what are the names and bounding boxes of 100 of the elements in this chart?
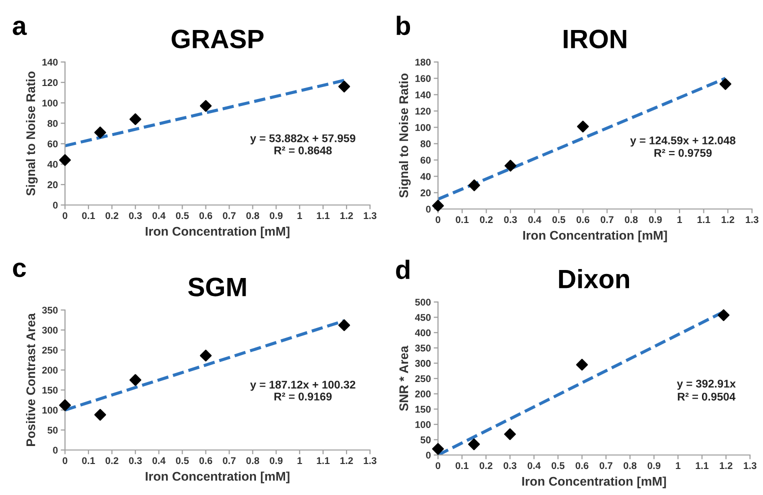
text: a: [12, 20, 27, 36]
y-tick-label: 120: [415, 108, 431, 115]
x-tick-label: 0.3: [129, 212, 142, 220]
x-tick-label: 0.4: [152, 212, 166, 220]
y-tick-label: 0: [53, 446, 58, 454]
x-tick-label: 1.3: [364, 212, 376, 220]
y-tick-label: 20: [420, 189, 431, 196]
y-tick-label: 180: [415, 58, 431, 66]
x-tick-label: 1.3: [364, 457, 376, 464]
annotation: R² = 0.9504: [678, 392, 736, 401]
x-axis-title: Iron Concentration [mM]: [523, 230, 667, 242]
y-tick-label: 50: [48, 426, 58, 434]
point: [468, 179, 480, 192]
x-tick-label: 1: [676, 462, 680, 469]
point: [338, 319, 350, 332]
point: [94, 408, 106, 421]
annotation: y = 124.59x + 12.048: [630, 136, 736, 147]
x-tick-label: 1.1: [698, 216, 710, 223]
x-tick-label: 1.2: [722, 216, 734, 223]
chart-title: Dixon: [559, 268, 630, 288]
x-tick-label: 0.3: [504, 216, 517, 224]
x-tick-label: 0.1: [456, 462, 468, 470]
y-tick-label: 150: [42, 386, 58, 394]
point: [504, 160, 516, 172]
x-tick-label: 0: [62, 457, 68, 464]
x-tick-label: 0.6: [199, 212, 212, 220]
point: [432, 200, 444, 212]
x-tick-label: 1.2: [720, 462, 732, 469]
x-tick-label: 0.4: [528, 462, 541, 470]
x-tick-label: 0.8: [624, 216, 638, 224]
point: [94, 126, 106, 138]
point: [200, 100, 212, 112]
y-axis-title: SNR * Area: [399, 346, 408, 411]
x-tick-label: 0.7: [600, 216, 614, 224]
y-tick-label: 100: [42, 100, 58, 106]
y-tick-label: 400: [414, 329, 431, 336]
point: [577, 120, 589, 132]
x-tick-label: 1.2: [340, 212, 353, 219]
y-tick-label: 40: [47, 160, 58, 168]
y-tick-label: 120: [42, 79, 58, 86]
x-tick-label: 0.2: [480, 216, 493, 224]
x-tick-label: 0.3: [129, 457, 142, 464]
x-tick-label: 0: [436, 216, 440, 224]
x-tick-label: 0.6: [576, 216, 590, 224]
annotation: R² = 0.9759: [654, 148, 712, 157]
text: c: [13, 262, 26, 278]
y-tick-label: 100: [42, 406, 58, 414]
y-tick-label: 60: [48, 140, 58, 148]
x-tick-label: 0.9: [648, 462, 660, 470]
point: [338, 80, 350, 92]
x-tick-label: 0.5: [552, 216, 566, 224]
chart-title: IRON: [564, 30, 626, 48]
y-tick-label: 60: [420, 156, 431, 164]
x-tick-label: 0.5: [552, 462, 564, 470]
x-tick-label: 0.4: [152, 457, 166, 464]
x-tick-label: 0.5: [176, 457, 189, 464]
y-tick-label: 500: [415, 298, 431, 306]
x-tick-label: 0.7: [600, 462, 612, 470]
y-tick-label: 160: [415, 75, 431, 82]
chart-title: SGM: [188, 278, 246, 296]
y-tick-label: 250: [42, 346, 58, 354]
x-tick-label: 1.1: [696, 462, 708, 469]
y-tick-label: 140: [415, 91, 431, 98]
x-tick-label: 1.3: [746, 216, 758, 224]
x-axis-title: Iron Concentration [mM]: [522, 476, 666, 488]
x-tick-label: 0.5: [176, 212, 189, 220]
x-tick-label: 0.9: [649, 216, 662, 224]
y-axis-title: Positive Contrast Area: [26, 313, 36, 446]
x-tick-label: 1.1: [316, 212, 330, 219]
x-tick-label: 0.2: [106, 212, 118, 220]
x-tick-label: 1.3: [744, 462, 756, 470]
x-tick-label: 0.6: [199, 457, 212, 464]
y-tick-label: 250: [415, 375, 431, 382]
text: d: [396, 260, 410, 280]
x-tick-label: 0.3: [504, 462, 516, 470]
y-tick-label: 450: [414, 314, 431, 321]
x-tick-label: 1.1: [316, 457, 330, 464]
point: [576, 358, 588, 371]
y-tick-label: 40: [420, 173, 431, 180]
annotation: y = 187.12x + 100.32: [250, 380, 356, 391]
x-tick-label: 1: [298, 212, 302, 219]
y-tick-label: 80: [48, 120, 58, 127]
point: [468, 438, 480, 450]
x-tick-label: 0.6: [576, 462, 588, 470]
y-axis-title: Signal to Noise Ratio: [26, 71, 38, 196]
point: [432, 442, 444, 455]
point: [59, 154, 71, 166]
point: [504, 428, 516, 440]
x-tick-label: 0.8: [246, 457, 260, 464]
annotation: y = 392.91x: [676, 380, 736, 390]
y-tick-label: 350: [415, 344, 431, 352]
point: [200, 350, 212, 362]
annotation: R² = 0.9169: [274, 392, 332, 400]
x-tick-label: 0.2: [106, 457, 118, 464]
text: b: [396, 16, 410, 36]
y-tick-label: 150: [415, 406, 431, 413]
point: [129, 374, 142, 386]
y-tick-label: 140: [42, 58, 58, 66]
y-tick-label: 80: [420, 140, 431, 148]
y-tick-label: 300: [415, 360, 431, 367]
